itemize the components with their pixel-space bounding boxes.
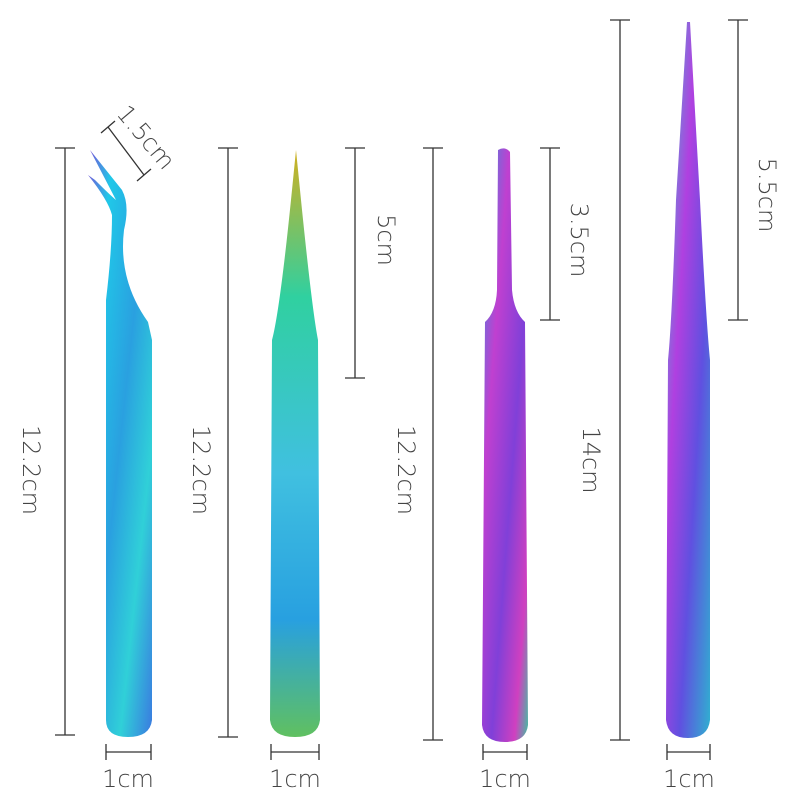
width-label: 1cm <box>663 765 715 793</box>
length-label: 12.2cm <box>187 425 215 515</box>
tweezer-4 <box>666 22 710 738</box>
tip-label: 1.5cm <box>111 100 180 175</box>
width-label: 1cm <box>479 765 531 793</box>
width-label: 1cm <box>102 765 154 793</box>
length-label: 12.2cm <box>392 425 420 515</box>
tip-label: 5cm <box>372 214 400 266</box>
tip-label: 3.5cm <box>565 203 593 278</box>
tweezer-1 <box>88 150 152 737</box>
length-label: 12.2cm <box>17 425 45 515</box>
tweezer-2 <box>270 150 320 737</box>
length-label: 14cm <box>577 426 605 493</box>
width-label: 1cm <box>269 765 321 793</box>
tweezer-3 <box>482 148 528 742</box>
tip-label: 5.5cm <box>753 158 781 233</box>
dimension-lines <box>55 19 748 760</box>
